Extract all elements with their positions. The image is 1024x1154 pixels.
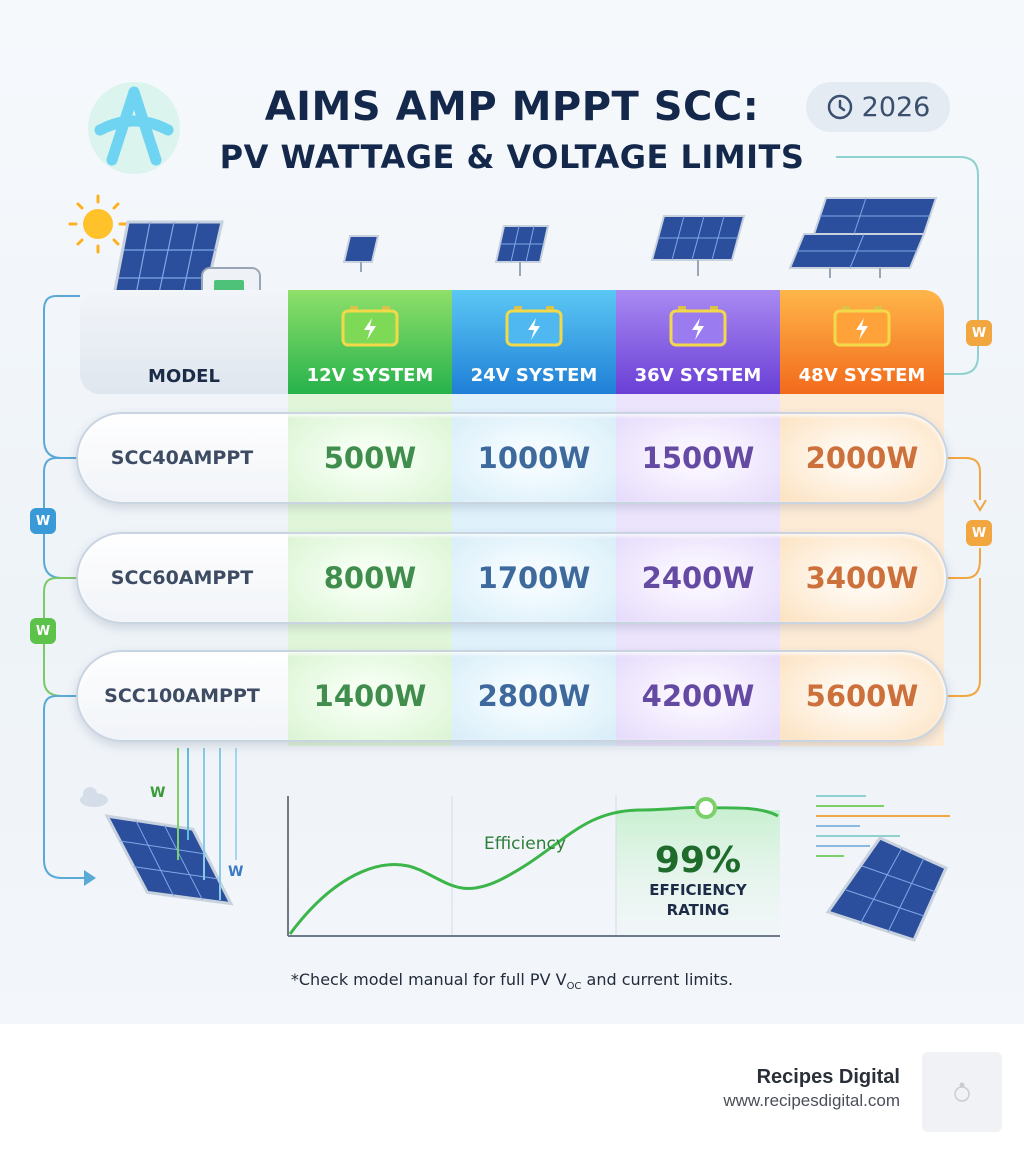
title-line-1: AIMS AMP MPPT SCC: bbox=[264, 84, 760, 130]
brand-name: Recipes Digital bbox=[756, 1066, 900, 1088]
table-row bbox=[76, 532, 948, 624]
wattage-cell: 800W bbox=[288, 532, 452, 624]
efficiency-highlight bbox=[616, 810, 780, 936]
connector-line-left-4 bbox=[43, 695, 92, 879]
header-36v-system: 36V SYSTEM bbox=[616, 290, 780, 394]
wattage-cell: 500W bbox=[288, 412, 452, 504]
brand-logo-icon bbox=[954, 1082, 970, 1102]
efficiency-rating-line2: RATING bbox=[666, 901, 730, 919]
efficiency-rating: EFFICIENCY RATING bbox=[616, 880, 780, 920]
table-row bbox=[76, 650, 948, 742]
arrow-icon bbox=[84, 870, 96, 886]
sun-icon bbox=[68, 194, 128, 254]
efficiency-peak-marker bbox=[695, 797, 717, 819]
arrow-down-icon bbox=[973, 499, 987, 512]
header-24v-system: 24V SYSTEM bbox=[452, 290, 616, 394]
infographic-poster: W W AIMS AMP MPPT SCC: PV WATTAGE & VOLT… bbox=[0, 0, 1024, 1024]
efficiency-value: 99% bbox=[654, 840, 742, 881]
solar-panel-icon bbox=[342, 235, 380, 272]
connector-line-right-2 bbox=[948, 548, 981, 579]
battery-icon bbox=[505, 306, 563, 347]
w-badge: W bbox=[30, 618, 56, 644]
year-badge: 2026 bbox=[806, 82, 950, 132]
header-48v-system: 48V SYSTEM bbox=[780, 290, 944, 394]
energy-streams bbox=[177, 748, 237, 900]
table-row bbox=[76, 412, 948, 504]
battery-icon bbox=[833, 306, 891, 347]
header-12v-system: 12V SYSTEM bbox=[288, 290, 452, 394]
system-label-12v: 12V SYSTEM bbox=[306, 365, 434, 386]
system-label-48v: 48V SYSTEM bbox=[798, 365, 926, 386]
brand-url[interactable]: www.recipesdigital.com bbox=[723, 1091, 900, 1110]
wattage-cell: 4200W bbox=[616, 650, 780, 742]
solar-panel-icon bbox=[104, 814, 234, 906]
footnote-text: *Check model manual for full PV V bbox=[290, 970, 567, 989]
cloud-icon bbox=[80, 787, 108, 807]
wattage-cell: 1700W bbox=[452, 532, 616, 624]
clock-icon bbox=[827, 94, 852, 120]
logo-a-icon bbox=[88, 82, 180, 174]
w-badge: W bbox=[966, 520, 992, 546]
model-header-cell bbox=[80, 290, 288, 394]
connector-line-right-1 bbox=[948, 457, 981, 500]
solar-panel-icon bbox=[825, 836, 948, 942]
efficiency-chart bbox=[287, 796, 780, 937]
wattage-cell: 2800W bbox=[452, 650, 616, 742]
efficiency-rating-line1: EFFICIENCY bbox=[649, 881, 747, 899]
data-lines bbox=[816, 795, 950, 857]
wattage-cell: 1500W bbox=[616, 412, 780, 504]
connector-line-right-top bbox=[836, 156, 979, 375]
battery-icon bbox=[341, 306, 399, 347]
footnote-subscript: OC bbox=[566, 981, 582, 993]
footnote-text-end: and current limits. bbox=[581, 970, 734, 989]
footnote: *Check model manual for full PV VOC and … bbox=[0, 970, 1024, 992]
model-header-label: MODEL bbox=[148, 366, 220, 387]
year-text: 2026 bbox=[861, 91, 931, 123]
system-label-36v: 36V SYSTEM bbox=[634, 365, 762, 386]
brand-logo bbox=[922, 1052, 1002, 1132]
wattage-cell: 1400W bbox=[288, 650, 452, 742]
solar-panel-icon bbox=[494, 225, 550, 276]
title-line-2: PV WATTAGE & VOLTAGE LIMITS bbox=[219, 138, 805, 176]
wattage-cell: 2400W bbox=[616, 532, 780, 624]
system-label-24v: 24V SYSTEM bbox=[470, 365, 598, 386]
connector-line-left-1 bbox=[43, 295, 80, 459]
battery-icon bbox=[669, 306, 727, 347]
w-mark: W bbox=[228, 864, 243, 880]
w-mark: W bbox=[150, 785, 165, 801]
w-badge: W bbox=[966, 320, 992, 346]
w-badge: W bbox=[30, 508, 56, 534]
efficiency-label: Efficiency bbox=[484, 834, 566, 854]
connector-line-right-3 bbox=[948, 578, 981, 697]
solar-panel-icon bbox=[650, 215, 746, 276]
wattage-cell: 1000W bbox=[452, 412, 616, 504]
solar-panel-icon bbox=[788, 197, 938, 278]
